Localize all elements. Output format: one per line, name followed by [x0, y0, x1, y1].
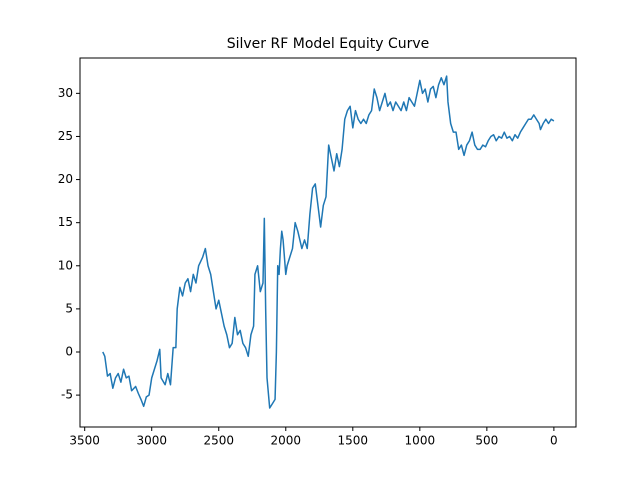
- chart-title: Silver RF Model Equity Curve: [227, 36, 430, 52]
- y-tick-label: 20: [58, 172, 73, 186]
- x-tick-label: 1500: [338, 434, 369, 448]
- x-tick-label: 500: [475, 434, 498, 448]
- y-tick-label: 25: [58, 129, 73, 143]
- x-tick-label: 2000: [270, 434, 301, 448]
- y-tick-label: 5: [65, 301, 73, 315]
- x-tick-label: 3500: [69, 434, 100, 448]
- x-tick-label: 1000: [405, 434, 436, 448]
- y-tick-label: 30: [58, 86, 73, 100]
- equity-line: [102, 75, 555, 409]
- y-tick-label: 15: [58, 215, 73, 229]
- y-tick-label: -5: [61, 388, 73, 402]
- x-tick-label: 2500: [203, 434, 234, 448]
- x-tick-label: 3000: [136, 434, 167, 448]
- y-tick-label: 10: [58, 258, 73, 272]
- y-tick-label: 0: [65, 344, 73, 358]
- x-tick-label: 0: [550, 434, 558, 448]
- plot-frame: [79, 57, 577, 428]
